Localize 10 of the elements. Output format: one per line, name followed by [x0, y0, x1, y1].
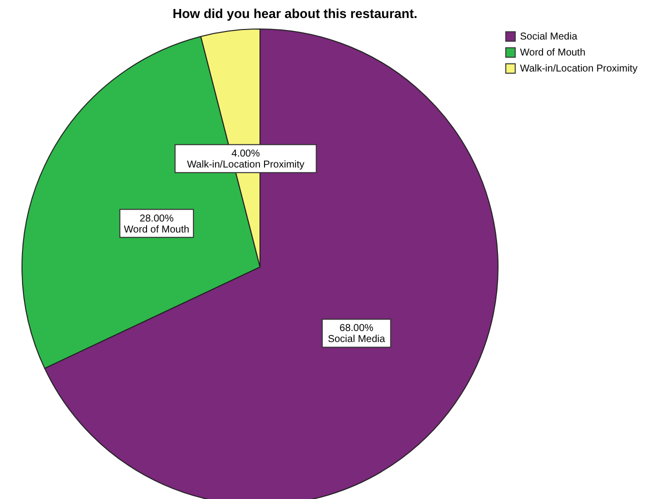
- slice-label: Word of Mouth: [124, 224, 190, 236]
- legend-label: Word of Mouth: [520, 48, 586, 58]
- legend-label: Walk-in/Location Proximity: [520, 64, 638, 74]
- data-label: 28.00%: [140, 213, 174, 224]
- legend-label: Social Media: [520, 32, 578, 42]
- slice-label: Social Media: [328, 334, 386, 346]
- data-label: 68.00%: [339, 323, 374, 334]
- data-label: 4.00%: [232, 148, 260, 160]
- chart-title: How did you hear about this restaurant.: [172, 6, 418, 21]
- slice-label: Walk-in/Location Proximity: [186, 160, 304, 171]
